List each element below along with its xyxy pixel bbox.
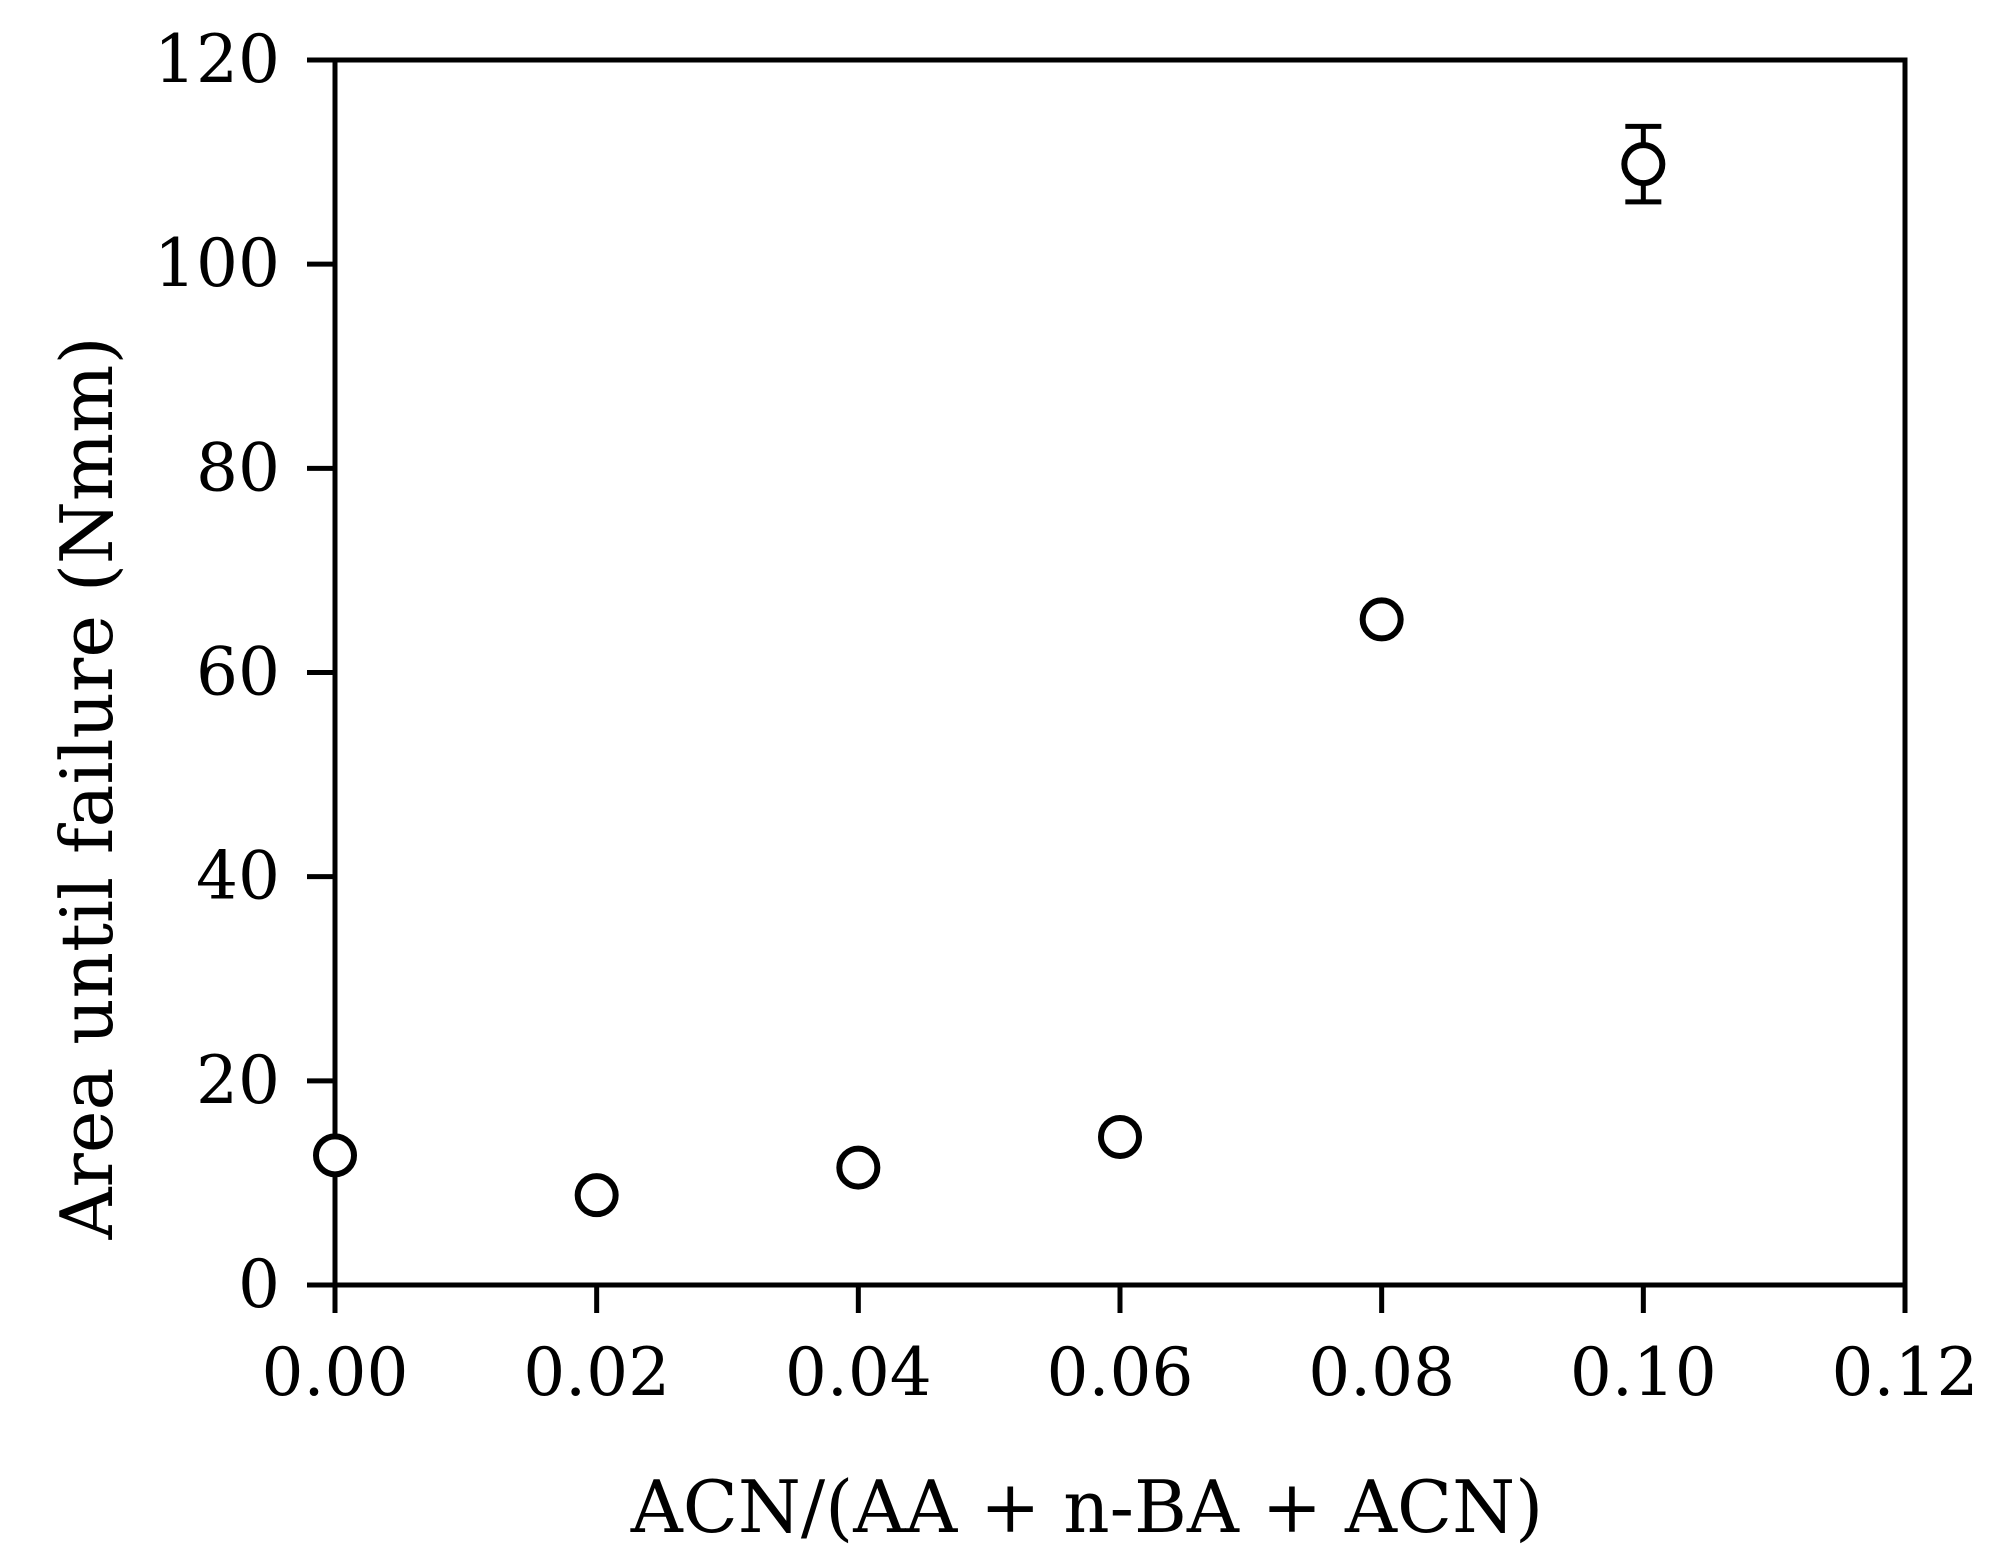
x-tick-label: 0.10 — [1570, 1334, 1717, 1411]
data-point — [1621, 142, 1666, 187]
data-point — [1098, 1114, 1142, 1159]
x-tick-label: 0.08 — [1308, 1334, 1455, 1411]
y-axis-title: Area until failure (Nmm) — [45, 336, 129, 1240]
plot-border — [332, 57, 1908, 1288]
data-point — [1359, 597, 1404, 642]
y-tick-label: 40 — [196, 838, 280, 915]
x-axis-title: ACN/(AA + n-BA + ACN) — [630, 1465, 1543, 1549]
x-tick-label: 0.00 — [262, 1334, 409, 1411]
y-tick-label: 20 — [196, 1042, 280, 1119]
y-tick-label: 0 — [238, 1246, 280, 1323]
data-point — [836, 1145, 881, 1190]
x-tick-label: 0.04 — [785, 1334, 932, 1411]
data-point — [313, 1133, 357, 1178]
y-tick-label: 80 — [196, 429, 280, 506]
data-points — [313, 123, 1666, 1218]
y-axis-ticks: 0 20 40 60 80 100 120 — [154, 21, 335, 1323]
x-tick-label: 0.02 — [523, 1334, 670, 1411]
x-axis-ticks: 0.00 0.02 0.04 0.06 0.08 0.10 0.12 — [262, 1285, 1979, 1411]
y-tick-label: 60 — [196, 634, 280, 711]
x-tick-label: 0.06 — [1047, 1334, 1194, 1411]
y-tick-label: 100 — [154, 225, 280, 302]
y-tick-label: 120 — [154, 21, 280, 98]
x-tick-label: 0.12 — [1832, 1334, 1979, 1411]
plot-frame — [332, 57, 1908, 1288]
data-point — [574, 1173, 619, 1218]
